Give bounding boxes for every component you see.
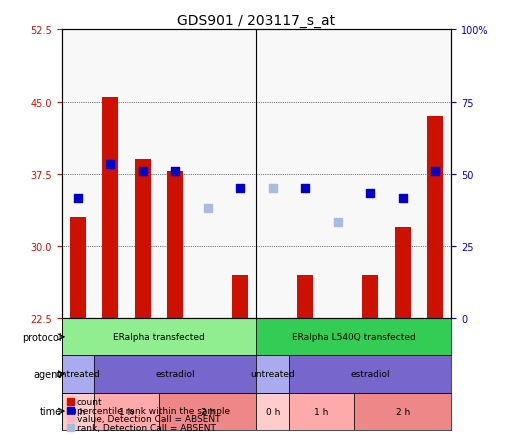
Title: GDS901 / 203117_s_at: GDS901 / 203117_s_at bbox=[177, 14, 336, 28]
FancyBboxPatch shape bbox=[62, 393, 94, 430]
Text: ERalpha transfected: ERalpha transfected bbox=[113, 332, 205, 342]
FancyBboxPatch shape bbox=[256, 355, 289, 393]
Bar bbox=[167, 171, 183, 319]
FancyBboxPatch shape bbox=[289, 393, 354, 430]
Text: count: count bbox=[77, 397, 103, 406]
Bar bbox=[362, 275, 378, 319]
Point bbox=[399, 195, 407, 202]
Point bbox=[333, 219, 342, 226]
Point bbox=[431, 168, 439, 175]
Point bbox=[301, 185, 309, 192]
FancyBboxPatch shape bbox=[94, 355, 256, 393]
Bar bbox=[329, 319, 346, 320]
Text: time: time bbox=[40, 406, 62, 416]
FancyBboxPatch shape bbox=[256, 319, 451, 355]
Bar bbox=[232, 275, 248, 319]
FancyBboxPatch shape bbox=[354, 393, 451, 430]
Bar bbox=[134, 160, 151, 319]
FancyBboxPatch shape bbox=[289, 355, 451, 393]
Text: percentile rank within the sample: percentile rank within the sample bbox=[77, 406, 230, 414]
Text: 1 h: 1 h bbox=[314, 407, 329, 416]
Text: 2 h: 2 h bbox=[201, 407, 215, 416]
Text: untreated: untreated bbox=[55, 370, 100, 378]
Text: 2 h: 2 h bbox=[396, 407, 410, 416]
Bar bbox=[297, 275, 313, 319]
Text: 0 h: 0 h bbox=[71, 407, 85, 416]
FancyBboxPatch shape bbox=[159, 393, 256, 430]
Point bbox=[236, 185, 244, 192]
Bar bbox=[200, 319, 216, 320]
Text: estradiol: estradiol bbox=[155, 370, 195, 378]
FancyBboxPatch shape bbox=[94, 393, 159, 430]
Text: 0 h: 0 h bbox=[266, 407, 280, 416]
Text: ERalpha L540Q transfected: ERalpha L540Q transfected bbox=[292, 332, 416, 342]
Bar bbox=[394, 227, 411, 319]
FancyBboxPatch shape bbox=[62, 319, 256, 355]
Text: agent: agent bbox=[33, 369, 62, 379]
Bar bbox=[427, 117, 443, 319]
Text: 1 h: 1 h bbox=[120, 407, 134, 416]
Point bbox=[74, 195, 82, 202]
Bar bbox=[70, 218, 86, 319]
Point bbox=[171, 168, 180, 175]
FancyBboxPatch shape bbox=[256, 393, 289, 430]
Text: estradiol: estradiol bbox=[350, 370, 390, 378]
Text: rank, Detection Call = ABSENT: rank, Detection Call = ABSENT bbox=[77, 423, 216, 432]
Text: protocol: protocol bbox=[22, 332, 62, 342]
Point bbox=[106, 161, 114, 168]
Text: untreated: untreated bbox=[250, 370, 295, 378]
Point bbox=[269, 185, 277, 192]
Point bbox=[139, 168, 147, 175]
Point bbox=[366, 190, 374, 197]
Point bbox=[204, 204, 212, 211]
FancyBboxPatch shape bbox=[62, 355, 94, 393]
Bar bbox=[102, 98, 119, 319]
Text: value, Detection Call = ABSENT: value, Detection Call = ABSENT bbox=[77, 414, 221, 423]
